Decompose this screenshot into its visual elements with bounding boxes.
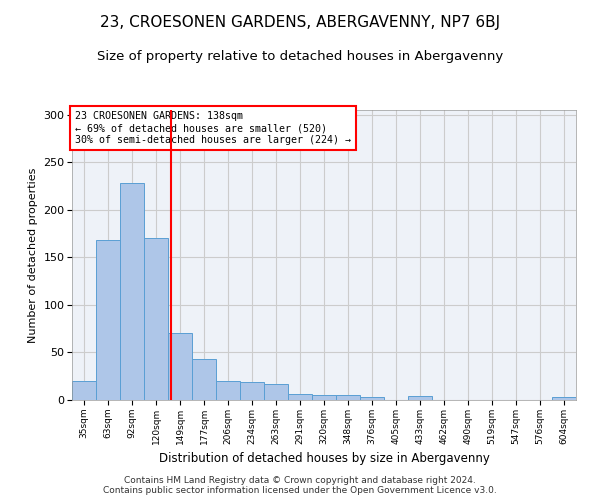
Bar — [144, 238, 168, 400]
Text: 23, CROESONEN GARDENS, ABERGAVENNY, NP7 6BJ: 23, CROESONEN GARDENS, ABERGAVENNY, NP7 … — [100, 15, 500, 30]
Y-axis label: Number of detached properties: Number of detached properties — [28, 168, 38, 342]
Bar — [288, 394, 312, 400]
Text: Size of property relative to detached houses in Abergavenny: Size of property relative to detached ho… — [97, 50, 503, 63]
Bar — [168, 334, 192, 400]
Bar — [240, 382, 264, 400]
Text: Contains HM Land Registry data © Crown copyright and database right 2024.
Contai: Contains HM Land Registry data © Crown c… — [103, 476, 497, 495]
Bar — [72, 381, 96, 400]
Bar — [96, 240, 120, 400]
Bar — [408, 396, 432, 400]
Bar — [264, 384, 288, 400]
Bar — [120, 183, 144, 400]
Bar — [216, 381, 240, 400]
Bar — [336, 395, 360, 400]
X-axis label: Distribution of detached houses by size in Abergavenny: Distribution of detached houses by size … — [158, 452, 490, 466]
Bar — [192, 359, 216, 400]
Bar — [312, 395, 336, 400]
Text: 23 CROESONEN GARDENS: 138sqm
← 69% of detached houses are smaller (520)
30% of s: 23 CROESONEN GARDENS: 138sqm ← 69% of de… — [74, 112, 350, 144]
Bar — [360, 397, 384, 400]
Bar — [552, 397, 576, 400]
